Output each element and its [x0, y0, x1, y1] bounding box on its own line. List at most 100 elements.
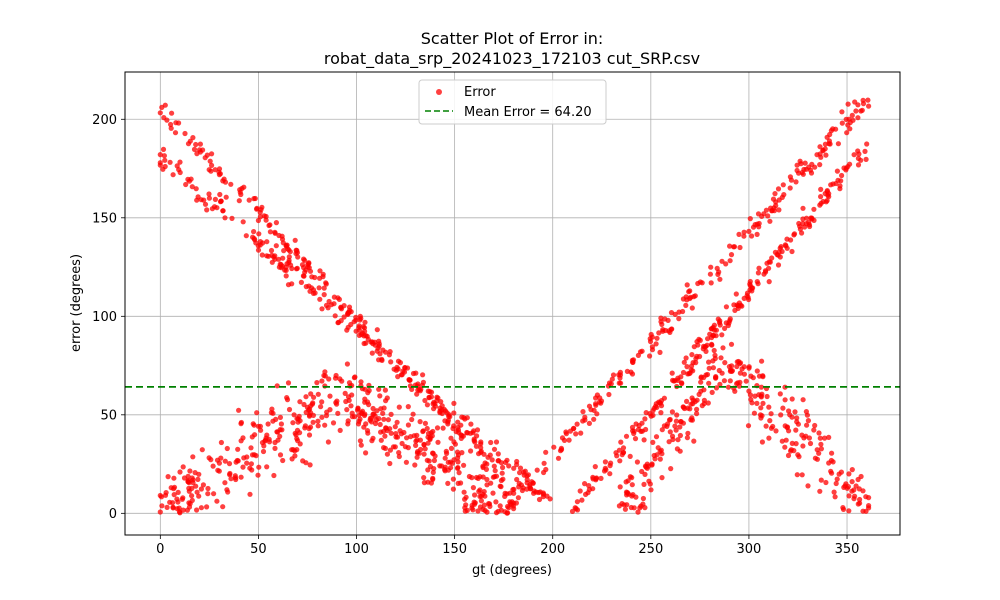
scatter-point — [188, 176, 194, 182]
scatter-point — [405, 422, 411, 428]
x-tick-label: 350 — [835, 542, 860, 557]
scatter-point — [341, 314, 347, 320]
scatter-point — [299, 262, 306, 268]
scatter-point — [737, 244, 743, 251]
scatter-point — [647, 353, 653, 359]
scatter-point — [315, 418, 321, 424]
scatter-point — [631, 505, 637, 511]
scatter-point — [502, 459, 509, 465]
scatter-point — [836, 471, 842, 477]
scatter-point — [709, 326, 715, 332]
scatter-point — [402, 365, 408, 371]
scatter-point — [257, 214, 263, 220]
scatter-point — [297, 441, 303, 447]
scatter-point — [450, 476, 456, 482]
scatter-point — [185, 141, 192, 147]
scatter-point — [273, 243, 279, 249]
scatter-points — [157, 97, 872, 516]
scatter-point — [723, 320, 729, 326]
scatter-point — [472, 500, 478, 506]
scatter-point — [816, 430, 822, 436]
scatter-point — [624, 368, 631, 374]
scatter-point — [580, 409, 586, 415]
scatter-point — [338, 304, 344, 310]
scatter-point — [711, 347, 717, 354]
scatter-point — [428, 394, 434, 400]
scatter-point — [422, 446, 428, 452]
scatter-point — [660, 327, 666, 333]
scatter-point — [195, 194, 201, 200]
scatter-point — [834, 476, 840, 482]
scatter-point — [713, 385, 720, 391]
scatter-point — [504, 510, 510, 516]
scatter-point — [478, 439, 484, 445]
scatter-point — [506, 505, 512, 511]
scatter-point — [180, 495, 186, 501]
scatter-point — [557, 448, 564, 454]
scatter-point — [794, 162, 800, 168]
scatter-point — [776, 197, 782, 203]
scatter-point — [476, 488, 482, 495]
scatter-point — [841, 484, 847, 490]
scatter-point — [455, 459, 461, 465]
scatter-point — [461, 462, 467, 468]
scatter-point — [650, 439, 656, 445]
scatter-point — [165, 474, 171, 480]
scatter-point — [408, 434, 414, 440]
scatter-point — [205, 491, 211, 497]
scatter-point — [759, 358, 765, 364]
scatter-point — [335, 320, 341, 326]
scatter-point — [673, 418, 680, 424]
scatter-point — [212, 196, 218, 202]
scatter-point — [394, 419, 400, 425]
scatter-point — [272, 229, 278, 235]
scatter-point — [839, 109, 845, 115]
scatter-point — [450, 486, 456, 492]
scatter-point — [318, 404, 324, 410]
scatter-point — [478, 445, 484, 451]
scatter-point — [510, 506, 517, 512]
scatter-point — [769, 255, 775, 261]
scatter-point — [674, 412, 680, 418]
scatter-point — [855, 501, 861, 507]
y-tick-label: 200 — [92, 113, 117, 128]
scatter-point — [217, 199, 224, 205]
scatter-point — [574, 421, 580, 427]
scatter-point — [750, 375, 756, 381]
scatter-point — [780, 405, 786, 411]
scatter-point — [228, 476, 234, 482]
scatter-point — [859, 107, 865, 113]
scatter-point — [271, 472, 277, 479]
scatter-point — [337, 376, 343, 382]
scatter-point — [425, 388, 431, 394]
scatter-point — [690, 368, 696, 374]
scatter-point — [569, 508, 576, 514]
scatter-point — [688, 401, 694, 407]
scatter-point — [247, 465, 253, 471]
scatter-point — [483, 466, 489, 472]
scatter-point — [694, 339, 700, 345]
scatter-point — [774, 251, 780, 258]
scatter-point — [722, 360, 728, 366]
scatter-point — [349, 410, 355, 416]
scatter-point — [763, 269, 769, 275]
scatter-point — [593, 475, 600, 481]
chart-title-line-1: Scatter Plot of Error in: — [421, 29, 604, 48]
scatter-point — [818, 200, 824, 206]
scatter-point — [800, 205, 806, 211]
scatter-point — [668, 310, 675, 316]
scatter-point — [578, 430, 584, 436]
scatter-point — [517, 465, 524, 471]
scatter-point — [844, 130, 850, 136]
scatter-point — [826, 194, 832, 200]
scatter-point — [804, 422, 810, 428]
scatter-point — [212, 167, 218, 173]
scatter-point — [378, 437, 384, 443]
scatter-point — [486, 501, 493, 507]
scatter-point — [747, 283, 753, 289]
scatter-point — [277, 414, 283, 420]
scatter-point — [817, 488, 823, 494]
scatter-point — [420, 379, 426, 385]
scatter-point — [222, 215, 228, 221]
scatter-point — [761, 211, 767, 217]
